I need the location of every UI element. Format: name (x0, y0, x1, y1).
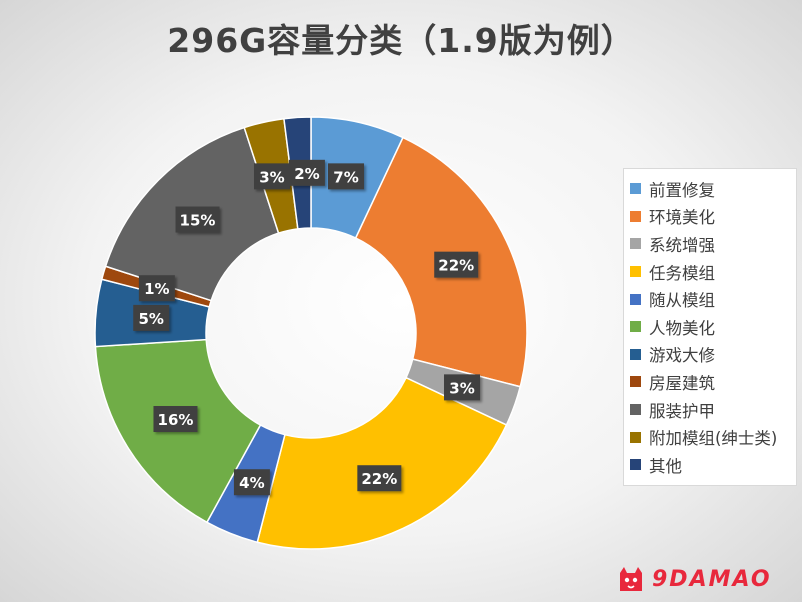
data-label-11: 2% (288, 159, 325, 186)
data-label-text: 1% (144, 280, 169, 298)
data-label-8: 1% (138, 275, 175, 302)
legend-item-2: 环境美化 (630, 203, 796, 231)
data-label-text: 7% (333, 168, 358, 186)
legend-item-7: 游戏大修 (630, 341, 796, 369)
data-label-text: 4% (239, 474, 264, 492)
data-label-text: 3% (259, 168, 284, 186)
legend-label: 人物美化 (649, 318, 715, 338)
legend-item-3: 系统增强 (630, 230, 796, 258)
data-label-1: 7% (328, 163, 365, 190)
legend-swatch (630, 431, 641, 443)
legend-swatch (630, 376, 641, 388)
data-label-box (328, 163, 365, 190)
legend-label: 游戏大修 (649, 346, 715, 366)
data-label-10: 3% (253, 163, 290, 190)
legend-swatch (630, 321, 641, 333)
legend-label: 任务模组 (649, 263, 715, 283)
data-label-9: 15% (175, 206, 220, 233)
legend-item-5: 随从模组 (630, 285, 796, 313)
data-label-text: 2% (294, 165, 319, 183)
donut-slice-4 (256, 376, 508, 550)
legend-swatch (630, 210, 641, 222)
data-label-box (133, 304, 170, 331)
legend-label: 随从模组 (649, 291, 715, 311)
legend-label: 服装护甲 (649, 401, 715, 421)
legend-swatch (630, 266, 641, 278)
chart-legend: 前置修复环境美化系统增强任务模组随从模组人物美化游戏大修房屋建筑服装护甲附加模组… (623, 168, 797, 486)
watermark-text: 9DAMAO (652, 566, 772, 592)
legend-item-1: 前置修复 (630, 175, 796, 203)
watermark: 9DAMAO (616, 562, 796, 596)
legend-label: 环境美化 (649, 208, 715, 228)
legend-swatch (630, 238, 641, 250)
data-label-box (444, 374, 481, 401)
legend-swatch (630, 348, 641, 360)
cat-logo-icon (620, 567, 642, 591)
legend-label: 房屋建筑 (649, 373, 715, 393)
data-label-box (288, 159, 325, 186)
data-label-box (153, 406, 198, 433)
legend-item-6: 人物美化 (630, 313, 796, 341)
data-label-box (175, 206, 220, 233)
chart-title: 296G容量分类（1.9版为例） (167, 21, 635, 60)
data-label-box (434, 251, 479, 278)
data-label-box (138, 275, 175, 302)
legend-item-11: 其他 (630, 451, 796, 479)
data-label-text: 5% (138, 310, 163, 328)
data-label-box (253, 163, 290, 190)
legend-swatch (630, 404, 641, 416)
legend-item-9: 服装护甲 (630, 396, 796, 424)
legend-label: 系统增强 (649, 235, 715, 255)
data-label-4: 22% (357, 465, 402, 492)
legend-swatch (630, 293, 641, 305)
data-label-2: 22% (434, 251, 479, 278)
data-label-text: 3% (449, 379, 474, 397)
data-label-3: 3% (444, 374, 481, 401)
data-label-text: 16% (158, 411, 194, 429)
data-label-6: 16% (153, 406, 198, 433)
data-label-5: 4% (233, 469, 270, 496)
legend-swatch (630, 459, 641, 471)
data-label-text: 22% (361, 470, 397, 488)
legend-item-10: 附加模组(绅士类) (630, 423, 796, 451)
legend-item-8: 房屋建筑 (630, 368, 796, 396)
data-label-text: 22% (438, 257, 474, 275)
legend-label: 前置修复 (649, 180, 715, 200)
legend-swatch (630, 183, 641, 195)
data-label-text: 15% (180, 212, 216, 230)
data-label-box (233, 469, 270, 496)
legend-label: 附加模组(绅士类) (649, 429, 778, 449)
data-label-box (357, 465, 402, 492)
legend-item-4: 任务模组 (630, 258, 796, 286)
data-label-7: 5% (133, 304, 170, 331)
legend-label: 其他 (649, 456, 682, 476)
